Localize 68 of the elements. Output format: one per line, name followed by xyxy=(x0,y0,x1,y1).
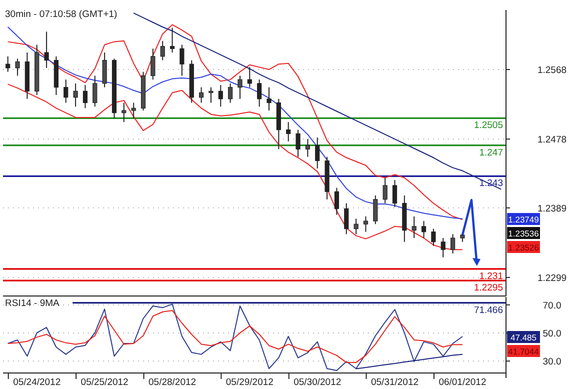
candlestick xyxy=(334,187,340,216)
candlestick xyxy=(170,27,175,54)
ref-line-label: 1.2505 xyxy=(474,120,503,132)
candlestick xyxy=(286,122,291,142)
y-tick-label: 1.2478 xyxy=(537,134,567,146)
candlestick xyxy=(344,202,349,235)
candlestick xyxy=(373,195,378,225)
candlestick xyxy=(131,102,136,119)
y-tick-label: 1.2389 xyxy=(537,203,567,214)
candlestick xyxy=(431,228,436,246)
candlestick xyxy=(412,216,416,239)
candlestick xyxy=(208,86,214,104)
candlestick xyxy=(15,58,20,76)
candlestick xyxy=(82,84,88,109)
candlestick xyxy=(160,40,165,61)
text: 1.23536 xyxy=(508,228,540,238)
ref-line-label: 1.247 xyxy=(479,147,503,158)
x-tick-label: 05/31/2012 xyxy=(370,377,419,388)
x-tick-label: 06/01/2012 xyxy=(438,377,486,388)
candlestick xyxy=(266,86,272,111)
x-tick-label: 05/24/2012 xyxy=(13,377,61,388)
candlestick xyxy=(450,234,456,254)
candlestick xyxy=(392,180,398,208)
candlestick xyxy=(238,75,242,100)
candlestick xyxy=(305,138,310,158)
candlestick xyxy=(421,220,426,239)
candlestick xyxy=(6,56,10,72)
line-series xyxy=(356,354,463,370)
candlestick xyxy=(73,82,78,108)
candlestick xyxy=(44,31,49,68)
candlestick xyxy=(257,79,262,108)
ref-line-label: 1.231 xyxy=(479,270,503,282)
line-series xyxy=(133,12,502,190)
candlestick xyxy=(92,75,98,108)
y-tick-label: 70.0 xyxy=(542,300,562,312)
candlestick xyxy=(363,216,368,232)
candlestick xyxy=(315,137,320,169)
candlestick xyxy=(296,129,300,158)
line-series xyxy=(7,84,463,250)
candlestick xyxy=(228,82,233,104)
candlestick xyxy=(122,102,126,123)
candlestick xyxy=(354,218,358,235)
candlestick xyxy=(440,238,446,258)
chart-title: RSI14 - 9MA xyxy=(5,298,60,309)
candlestick xyxy=(102,52,107,88)
x-tick-label: 05/28/2012 xyxy=(148,377,196,388)
chart-title: 30min - 07:10:58 (GMT+1) xyxy=(5,9,118,20)
y-tick-label: 30.0 xyxy=(542,356,562,368)
x-tick-label: 05/30/2012 xyxy=(294,377,342,388)
candlestick xyxy=(218,84,223,108)
candlestick xyxy=(150,48,156,80)
candlestick xyxy=(199,86,204,104)
y-tick-label: 50.0 xyxy=(542,328,562,340)
candlestick xyxy=(382,177,388,204)
text: 1.23526 xyxy=(508,242,540,252)
line-series xyxy=(7,310,463,363)
ref-line-label: 1.2295 xyxy=(474,282,503,294)
x-tick-label: 05/25/2012 xyxy=(80,377,128,388)
text: 47.485 xyxy=(510,332,537,342)
candlestick xyxy=(180,44,184,76)
candlestick xyxy=(247,66,252,88)
y-tick-label: 1.2299 xyxy=(537,272,567,284)
candlestick xyxy=(64,79,68,104)
ref-line-label: 71.466 xyxy=(474,304,503,316)
x-tick-label: 05/29/2012 xyxy=(226,377,274,388)
text: 1.23749 xyxy=(508,214,540,224)
y-tick-label: 1.2568 xyxy=(537,65,567,76)
text: 41.7044 xyxy=(508,346,540,356)
